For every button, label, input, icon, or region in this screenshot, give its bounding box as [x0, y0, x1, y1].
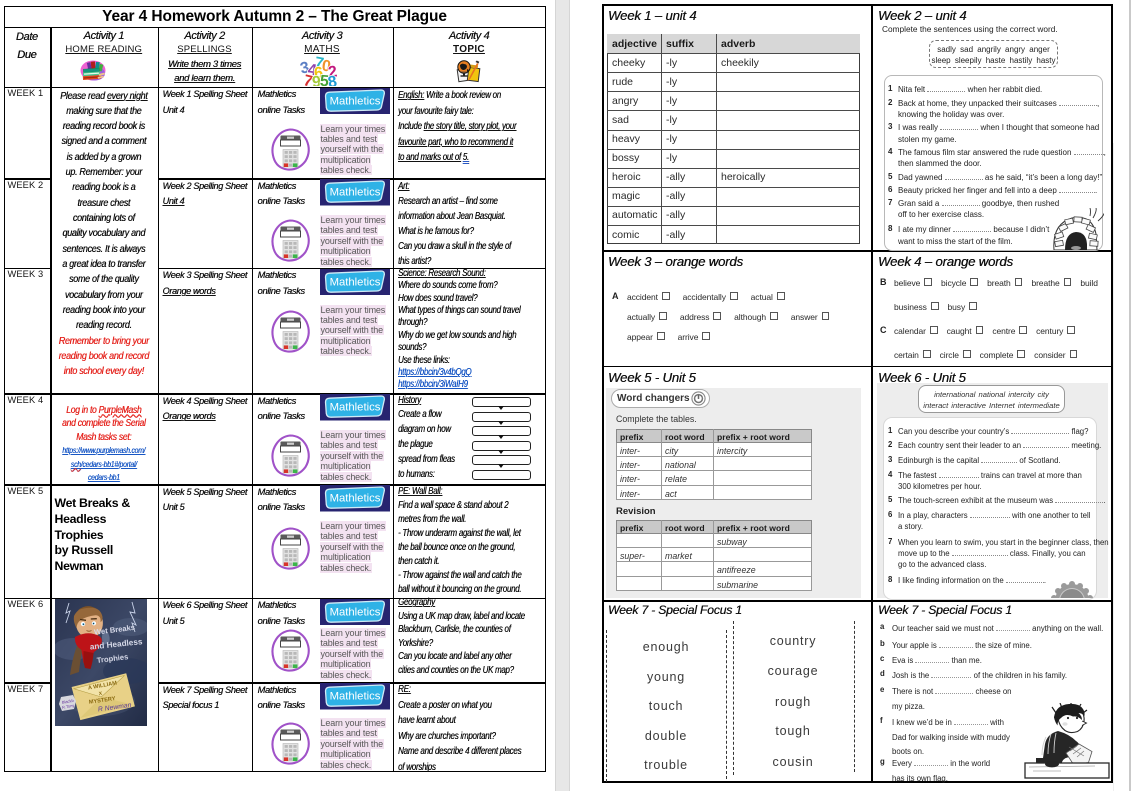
svg-text:Trophies: Trophies — [96, 652, 129, 665]
svg-text:A WILLIAM: A WILLIAM — [88, 680, 118, 691]
svg-text:Mathletics: Mathletics — [329, 606, 380, 618]
svg-text:Mathletics: Mathletics — [329, 95, 380, 107]
svg-text:7: 7 — [302, 72, 315, 86]
svg-text:R Newman: R Newman — [98, 702, 132, 714]
svg-text:3: 3 — [300, 59, 311, 77]
svg-text:X: X — [98, 691, 103, 697]
svg-text:Mathletics: Mathletics — [329, 402, 380, 414]
svg-text:Blackb: Blackb — [61, 698, 74, 705]
svg-text:4: 4 — [307, 62, 318, 80]
svg-text:MYSTERY: MYSTERY — [89, 696, 117, 706]
svg-text:7: 7 — [313, 56, 325, 73]
svg-text:5: 5 — [319, 73, 329, 86]
svg-text:2: 2 — [327, 63, 338, 81]
svg-text:Mathletics: Mathletics — [329, 276, 380, 288]
svg-text:9: 9 — [311, 74, 321, 86]
svg-text:0: 0 — [321, 58, 332, 76]
svg-text:Mathletics: Mathletics — [329, 691, 380, 703]
svg-text:6: 6 — [313, 65, 324, 83]
svg-text:Mathletics: Mathletics — [329, 187, 380, 199]
svg-text:8: 8 — [327, 73, 339, 86]
svg-text:R.Tony: R.Tony — [62, 703, 75, 710]
svg-text:Mathletics: Mathletics — [329, 493, 380, 505]
